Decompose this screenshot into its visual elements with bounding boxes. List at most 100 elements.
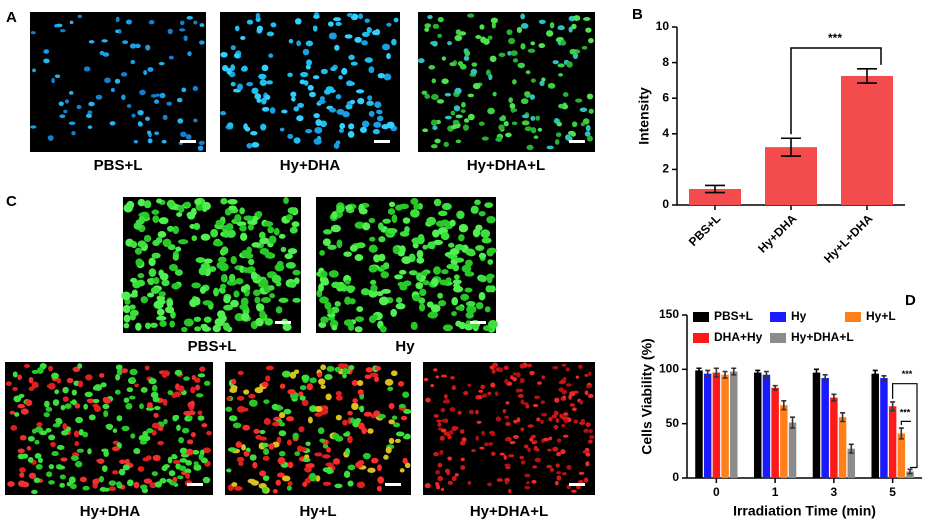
cell — [519, 363, 526, 369]
cell — [583, 17, 591, 21]
cell — [115, 364, 123, 371]
cell — [562, 395, 566, 399]
cell — [293, 106, 300, 112]
cell — [508, 454, 515, 458]
cell — [193, 464, 202, 471]
cell — [258, 73, 267, 80]
cell — [221, 246, 229, 255]
cell — [388, 419, 395, 425]
cell — [292, 297, 301, 303]
cell — [321, 454, 331, 459]
cell — [520, 13, 525, 20]
cell — [368, 315, 377, 324]
cell — [193, 222, 201, 231]
cell — [447, 41, 453, 46]
cell — [123, 204, 133, 213]
cell — [384, 378, 394, 386]
cell — [233, 53, 240, 59]
cell — [572, 407, 577, 412]
cell — [145, 44, 151, 51]
cell — [392, 246, 400, 254]
cell — [158, 269, 165, 277]
cell — [166, 225, 175, 232]
cell — [139, 440, 148, 445]
cell — [433, 239, 443, 246]
cell — [357, 97, 365, 105]
cell — [524, 91, 531, 97]
cell — [520, 427, 525, 432]
cell — [283, 408, 292, 415]
cell — [302, 48, 310, 56]
cell — [254, 296, 261, 304]
cell — [503, 120, 509, 127]
cell — [436, 419, 442, 423]
cell — [363, 411, 373, 417]
panel-label: C — [6, 193, 17, 210]
cell — [279, 127, 285, 132]
cell — [134, 383, 139, 388]
legend-swatch — [693, 312, 709, 322]
cell — [181, 427, 190, 434]
cell — [327, 21, 334, 27]
cell — [178, 465, 187, 472]
cell — [517, 62, 526, 69]
cell — [324, 301, 332, 310]
cell — [264, 318, 273, 326]
cell — [259, 231, 266, 239]
cell — [84, 391, 93, 398]
cell — [116, 368, 123, 376]
cell — [112, 428, 118, 433]
cell — [35, 463, 43, 470]
cell — [543, 437, 550, 442]
cell — [312, 25, 318, 32]
cell — [451, 475, 457, 482]
cell — [187, 415, 193, 420]
error-bar — [872, 369, 878, 378]
cell — [432, 23, 440, 29]
cell — [85, 113, 92, 119]
cell — [434, 138, 441, 144]
cell — [524, 126, 533, 132]
cell — [266, 80, 273, 85]
cell — [122, 464, 130, 471]
cell — [187, 212, 196, 220]
cell — [368, 265, 378, 273]
cell — [369, 372, 379, 378]
cell — [190, 400, 195, 408]
cell — [372, 128, 380, 135]
cell — [525, 404, 530, 409]
cell — [71, 389, 77, 396]
cell — [424, 27, 430, 32]
cell — [179, 28, 186, 32]
scale-bar — [187, 483, 203, 486]
cell — [200, 233, 211, 241]
cell — [565, 367, 570, 372]
cell — [466, 307, 476, 314]
cell — [171, 282, 181, 290]
cell — [352, 398, 358, 404]
cell — [148, 257, 156, 267]
cell — [452, 119, 460, 125]
cell — [278, 450, 286, 457]
cell — [586, 384, 592, 389]
cell — [110, 87, 115, 92]
cell — [133, 139, 138, 144]
cell — [395, 303, 406, 310]
cell — [556, 471, 561, 475]
cell — [69, 20, 74, 25]
cell — [173, 391, 182, 398]
cell — [426, 216, 437, 226]
cell — [126, 387, 134, 393]
cell — [585, 27, 592, 33]
cell — [226, 67, 232, 75]
cell — [147, 67, 154, 72]
cell — [374, 376, 380, 383]
cell — [381, 288, 392, 294]
cell — [374, 366, 382, 371]
cell — [34, 439, 40, 445]
cell — [121, 94, 126, 101]
cell — [443, 141, 450, 148]
cell — [112, 446, 120, 452]
cell — [455, 305, 465, 311]
micrograph — [225, 362, 412, 495]
